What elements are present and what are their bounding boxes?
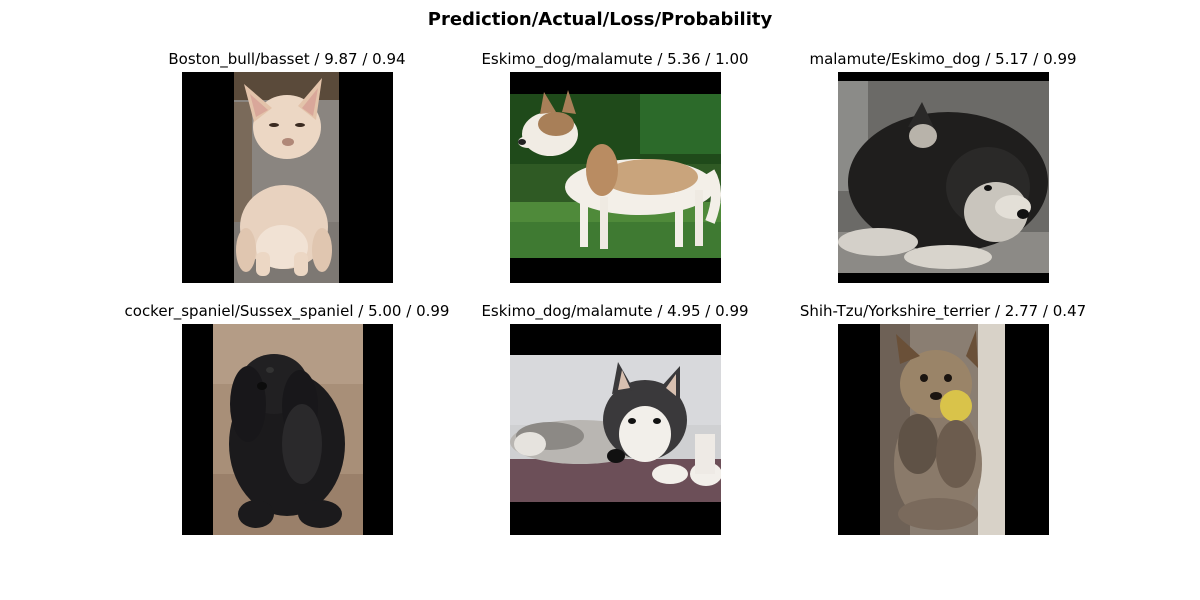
figure-title: Prediction/Actual/Loss/Probability [427,9,773,30]
husky-lying-photo [510,324,721,535]
panel-5-title: Eskimo_dog/malamute / 4.95 / 0.99 [481,302,749,320]
panel-3-title: malamute/Eskimo_dog / 5.17 / 0.99 [809,50,1077,68]
malamute-lying-photo [838,72,1049,283]
panel-4-image [182,324,393,535]
panel-3-image [838,72,1049,283]
panel-4-title: cocker_spaniel/Sussex_spaniel / 5.00 / 0… [124,302,450,320]
panel-1-image [182,72,393,283]
panel-1-title: Boston_bull/basset / 9.87 / 0.94 [168,50,406,68]
panel-5-image [510,324,721,535]
yorkshire-terrier-photo [838,324,1049,535]
panel-2-image [510,72,721,283]
husky-standing-photo [510,72,721,283]
panel-6-image [838,324,1049,535]
panel-6-title: Shih-Tzu/Yorkshire_terrier / 2.77 / 0.47 [799,302,1087,320]
cocker-spaniel-photo [182,324,393,535]
chihuahua-photo [182,72,393,283]
panel-2-title: Eskimo_dog/malamute / 5.36 / 1.00 [481,50,749,68]
